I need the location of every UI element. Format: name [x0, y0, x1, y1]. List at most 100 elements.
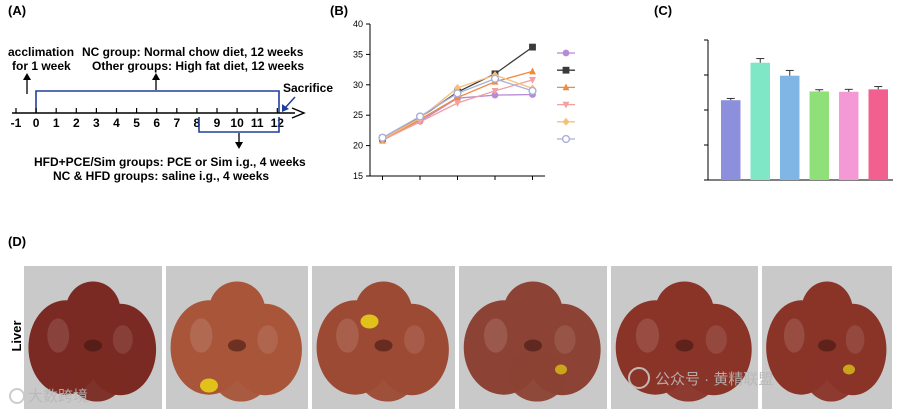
legend-marker [561, 134, 571, 144]
liver-lobe [659, 350, 718, 402]
timeline-tick-label: 5 [133, 116, 140, 130]
treatment-line1: HFD+PCE/Sim groups: PCE or Sim i.g., 4 w… [34, 155, 306, 169]
series-hfd-pce300 [379, 77, 536, 145]
bar-group [750, 58, 770, 180]
liver-highlight [705, 325, 727, 354]
y-tick-label: 15 [353, 171, 363, 181]
legend-item [557, 49, 575, 57]
panel-c: (C) [654, 3, 893, 181]
watermark-left-text: 大数跨境 [28, 387, 88, 405]
liver-highlight [404, 325, 425, 354]
data-point [529, 43, 536, 51]
liver-index-chart [704, 39, 893, 181]
data-point [415, 112, 425, 121]
liver-photo [611, 266, 758, 409]
liver-lobe [212, 350, 270, 402]
data-point [491, 91, 499, 99]
panel-a: (A) acclimation for 1 week NC group: Nor… [8, 3, 333, 183]
bar [868, 89, 888, 180]
series-hfd-sim4 [378, 74, 537, 142]
liver-highlight [47, 318, 70, 353]
liver-lobe [507, 350, 567, 402]
legend-item [557, 134, 575, 144]
panel-b: (B) 15 20 25 30 35 40 [330, 3, 575, 181]
watermark-logo-icon [9, 388, 25, 404]
timeline-tick-label: -1 [11, 116, 22, 130]
data-point [378, 133, 387, 142]
liver-highlight [635, 318, 660, 353]
timeline-tick-label: 7 [173, 116, 180, 130]
bar [721, 100, 741, 180]
diet-bracket [35, 90, 280, 113]
liver-lobe [69, 350, 125, 402]
data-point [453, 89, 462, 98]
liver-photos [24, 266, 892, 409]
timeline-tick-label: 0 [33, 116, 40, 130]
timeline-tick-label: 8 [194, 116, 201, 130]
liver-lobe [65, 281, 121, 339]
liver-hilum [84, 339, 102, 352]
acclimation-arrow [23, 73, 31, 94]
sacrifice-label: Sacrifice [283, 81, 333, 95]
liver-photo [24, 266, 162, 409]
timeline-tick-label: 10 [230, 116, 244, 130]
bar-group [721, 97, 741, 180]
gallbladder [200, 378, 218, 393]
data-point [454, 100, 461, 107]
liver-highlight [783, 318, 805, 353]
legend-item [557, 83, 575, 91]
bar [780, 75, 800, 180]
treatment-bracket [198, 117, 280, 133]
liver-photo [762, 266, 892, 409]
data-point [529, 67, 536, 75]
data-point [490, 74, 500, 83]
liver-highlight [189, 318, 213, 353]
bar-group [868, 86, 888, 180]
series-hfd-pce900 [379, 71, 536, 143]
liver-lobe [801, 281, 853, 339]
liver-highlight [257, 325, 278, 354]
liver-lobe [655, 281, 714, 339]
liver-row-label: Liver [9, 320, 24, 351]
timeline-tick-label: 2 [73, 116, 80, 130]
watermark-right: 公众号 · 黄精联盟 [628, 367, 773, 389]
legend-marker [562, 49, 570, 57]
liver-photo [312, 266, 455, 409]
liver-photo [166, 266, 308, 409]
y-tick-label: 20 [353, 141, 363, 151]
acclimation-line2: for 1 week [12, 59, 71, 73]
timeline-ticks: -1 0 1 2 3 4 5 6 7 8 9 10 11 12 [11, 108, 284, 130]
bar [750, 62, 770, 180]
nc-group-line: NC group: Normal chow diet, 12 weeks [82, 45, 304, 59]
data-point [528, 86, 537, 95]
liver-highlight [483, 318, 508, 353]
gallbladder [843, 364, 855, 375]
liver-highlight [336, 318, 359, 353]
bar [839, 91, 859, 180]
legend-item [557, 117, 575, 126]
panel-c-label: (C) [654, 3, 672, 18]
timeline-tick-label: 3 [93, 116, 100, 130]
liver-lobe [208, 281, 266, 339]
legend-marker [562, 117, 570, 126]
liver-highlight [845, 325, 865, 354]
bar-group [809, 89, 829, 180]
bar [809, 91, 829, 180]
liver-lobe [359, 350, 416, 402]
liver-photo [459, 266, 607, 409]
watermark-right-text: 公众号 · 黄精联盟 [655, 371, 773, 388]
timeline-tick-label: 4 [113, 116, 120, 130]
body-weight-chart: 15 20 25 30 35 40 [353, 19, 575, 181]
legend-item [557, 66, 575, 74]
timeline-tick-label: 6 [153, 116, 160, 130]
liver-highlight [112, 325, 133, 354]
panel-d: (D) Liver [8, 234, 892, 409]
other-groups-line: Other groups: High fat diet, 12 weeks [92, 59, 304, 73]
y-tick-label: 25 [353, 110, 363, 120]
data-point [491, 87, 499, 95]
legend-item [557, 101, 575, 109]
data-point [416, 118, 424, 126]
treatment-arrow [235, 133, 243, 149]
acclimation-line1: acclimation [8, 45, 74, 59]
